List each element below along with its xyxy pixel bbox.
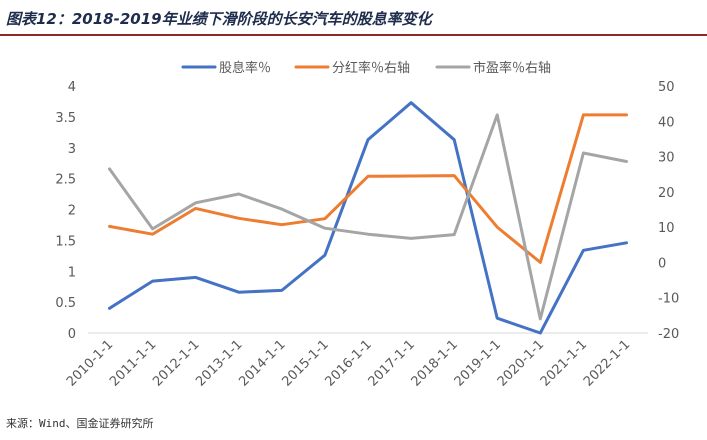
y-axis-left: 0 0.5 1 1.5 2 2.5 3 3.5 4 (55, 80, 76, 342)
y-left-tick-label: 1 (68, 265, 76, 280)
x-tick-label: 2022-1-1 (581, 337, 633, 389)
y-right-tick-label: 10 (658, 221, 675, 236)
y-left-tick-label: 2.5 (55, 173, 76, 188)
legend-label-3: 市盈率％右轴 (473, 60, 551, 76)
title-divider (0, 34, 707, 36)
y-left-tick-label: 2 (68, 204, 76, 219)
y-right-tick-label: 30 (658, 151, 675, 166)
series-group (108, 101, 628, 335)
y-left-tick-label: 3 (68, 142, 76, 157)
y-axis-right: -20 -10 0 10 20 30 40 50 (658, 80, 679, 342)
y-left-tick-label: 4 (68, 80, 76, 95)
chart-title: 图表12：2018-2019年业绩下滑阶段的长安汽车的股息率变化 (6, 10, 432, 28)
y-right-tick-label: -20 (658, 327, 679, 342)
source-note: 来源：Wind、国金证券研究所 (6, 417, 154, 430)
y-right-tick-label: 50 (658, 80, 675, 95)
series-line-2 (108, 113, 628, 264)
legend-label-2: 分红率％右轴 (332, 60, 410, 76)
series-line-1 (108, 101, 628, 335)
legend-label-1: 股息率％ (219, 60, 271, 76)
y-right-tick-label: 20 (658, 186, 675, 201)
y-left-tick-label: 0.5 (55, 296, 76, 311)
y-right-tick-label: 0 (658, 256, 666, 271)
y-right-tick-label: 40 (658, 115, 675, 130)
series-line-3 (108, 113, 628, 321)
y-right-tick-label: -10 (658, 292, 679, 307)
y-left-tick-label: 0 (68, 327, 76, 342)
x-axis: 2010-1-12011-1-12012-1-12013-1-12014-1-1… (64, 332, 648, 390)
y-left-tick-label: 1.5 (55, 234, 76, 249)
legend: 股息率％ 分红率％右轴 市盈率％右轴 (181, 60, 551, 76)
y-left-tick-label: 3.5 (55, 111, 76, 126)
